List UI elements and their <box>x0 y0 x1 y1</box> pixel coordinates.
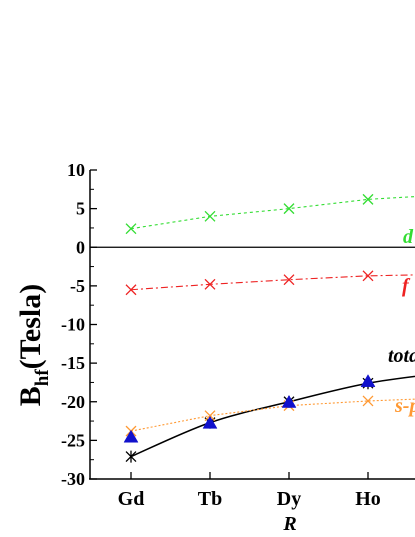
y-axis-title-main: B <box>14 386 47 406</box>
y-tick-label: -15 <box>61 353 85 373</box>
y-axis-title: Bhf(Tesla) <box>14 284 53 406</box>
series-f: f <box>125 270 415 297</box>
series-label: total <box>388 345 415 367</box>
series-label: f <box>402 275 411 297</box>
data-point <box>283 203 295 215</box>
y-axis-title-rest: (Tesla) <box>14 284 47 370</box>
data-point <box>125 450 137 463</box>
x-tick-label: Dy <box>277 488 301 510</box>
series-s-p: s-p <box>125 395 415 437</box>
series-line <box>130 196 415 230</box>
y-axis-title-sub: hf <box>32 369 53 387</box>
x-axis-title: R <box>282 513 296 535</box>
data-point <box>204 410 216 422</box>
svg-text:Bhf(Tesla): Bhf(Tesla) <box>14 284 53 406</box>
data-point <box>281 395 297 408</box>
y-tick-label: -30 <box>61 469 85 489</box>
y-tick-label: -5 <box>70 276 85 296</box>
data-point <box>123 429 139 443</box>
data-point <box>362 270 374 282</box>
data-point <box>125 284 137 296</box>
series-line <box>130 274 415 291</box>
y-tick-label: -25 <box>61 430 85 450</box>
data-point <box>283 274 295 286</box>
y-tick-label: 5 <box>76 199 85 219</box>
series-d: d <box>125 193 415 248</box>
series-experimental <box>123 374 376 443</box>
data-point <box>362 193 374 205</box>
data-point <box>362 395 374 407</box>
series-line <box>130 398 415 432</box>
x-tick-label: Ho <box>355 488 381 510</box>
y-tick-label: 0 <box>76 237 85 257</box>
data-point <box>204 278 216 290</box>
data-point <box>125 223 137 235</box>
series-label: s-p <box>394 395 415 417</box>
series-label: d <box>403 226 414 248</box>
y-tick-label: -10 <box>61 315 85 335</box>
x-tick-label: Tb <box>198 488 222 510</box>
x-tick-label: Gd <box>118 488 145 510</box>
data-point <box>202 415 218 429</box>
data-point <box>204 210 216 222</box>
y-tick-label: 10 <box>67 160 85 180</box>
data-point <box>360 374 376 387</box>
y-tick-label: -20 <box>61 392 85 412</box>
series-layer: d f total s-p <box>123 193 415 463</box>
